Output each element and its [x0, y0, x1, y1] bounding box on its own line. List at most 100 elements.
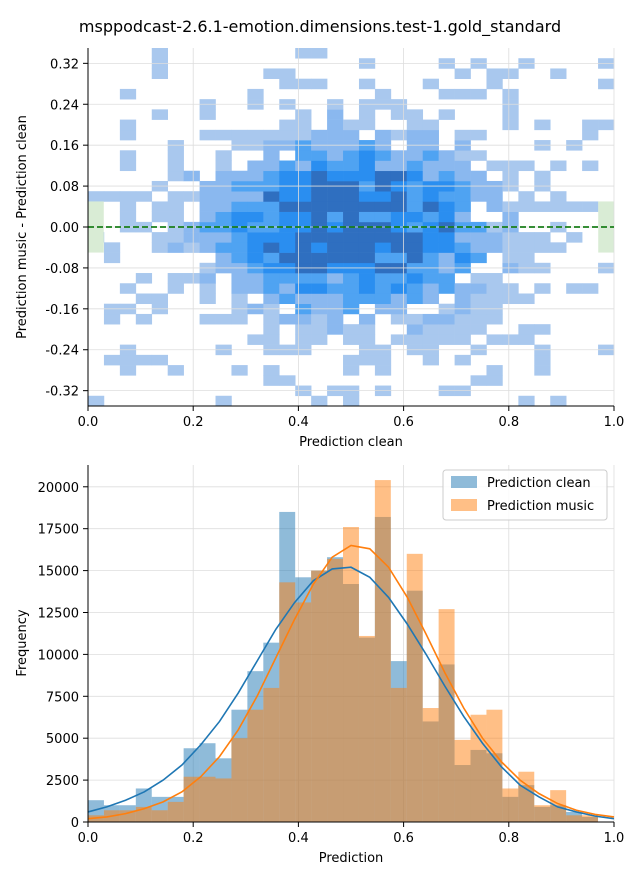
heatmap-cell	[311, 313, 328, 325]
heatmap-cell	[518, 191, 535, 202]
heatmap-cell	[343, 354, 360, 366]
bar-music	[231, 738, 248, 822]
bar-music	[502, 788, 519, 822]
heatmap-cell	[502, 170, 519, 182]
heatmap-cell	[470, 375, 487, 386]
heatmap-cell	[295, 78, 312, 90]
heatmap-cell	[103, 191, 121, 202]
histogram-chart: 0.0 0.2 0.4 0.6 0.8 1.0 0 2500 5000 7500 10000 125…	[15, 465, 624, 866]
heatmap-cell	[151, 211, 168, 223]
heatmap-cell	[263, 170, 280, 182]
heatmap-cell	[502, 201, 519, 212]
legend-swatch-clean	[451, 476, 477, 488]
heatmap-cell	[438, 273, 455, 284]
heatmap-cell	[406, 324, 424, 335]
bar-music	[374, 480, 391, 822]
heatmap-cell	[486, 68, 503, 79]
heatmap-cell	[358, 334, 376, 345]
heatmap-cell	[358, 160, 376, 172]
heatmap-cell	[279, 170, 296, 182]
heatmap-cell	[295, 252, 312, 264]
heatmap-cell	[247, 201, 264, 212]
bar-music	[358, 635, 375, 822]
heatmap-cell	[247, 160, 264, 172]
heatmap-cell	[295, 283, 312, 294]
heatmap-cell	[263, 252, 280, 264]
heatmap-cell	[454, 211, 471, 223]
heatmap-cell	[406, 119, 424, 131]
heatmap-cell	[279, 160, 296, 172]
heatmap-cell	[374, 201, 392, 212]
x-tick-label: 0.8	[498, 415, 519, 430]
heatmap-cell	[550, 160, 567, 172]
heatmap-cell	[119, 150, 137, 161]
heatmap-cell	[311, 324, 328, 335]
heatmap-cell	[151, 242, 168, 253]
heatmap-cell	[311, 395, 328, 407]
heatmap-cell	[502, 252, 519, 264]
x-tick-label: 0.2	[183, 415, 204, 430]
heatmap-cell	[406, 201, 424, 212]
heatmap-cell	[438, 160, 455, 172]
figure-title: msppodcast-2.6.1-emotion.dimensions.test…	[79, 17, 561, 37]
heatmap-cell	[183, 242, 200, 253]
heatmap-cell	[518, 242, 535, 253]
bar-music	[486, 709, 503, 822]
heatmap-cell	[406, 191, 424, 202]
heatmap-cell	[279, 283, 296, 294]
heatmap-cell	[358, 211, 376, 223]
bar-music	[518, 771, 535, 822]
heatmap-cell	[406, 232, 424, 243]
heatmap-cell	[406, 211, 424, 223]
heatmap-cell	[183, 170, 200, 182]
heatmap-cell	[327, 313, 344, 325]
heatmap-cell	[550, 201, 567, 212]
heatmap-cell	[215, 232, 232, 243]
heatmap-cell	[406, 334, 424, 345]
bar-music	[279, 582, 296, 822]
heatmap-cell	[454, 242, 471, 253]
heatmap-cell	[438, 232, 455, 243]
y-tick-label: 7500	[46, 690, 79, 705]
heatmap-cell	[358, 170, 376, 182]
heatmap-cell	[279, 68, 296, 79]
heatmap-cell	[438, 201, 455, 212]
heatmap-cell	[135, 273, 153, 284]
heatmap-cell	[263, 273, 280, 284]
heatmap-cell	[406, 160, 424, 172]
heatmap-cell	[263, 334, 280, 345]
heatmap-cell	[486, 273, 503, 284]
heatmap-cell	[295, 273, 312, 284]
heatmap-cell	[279, 191, 296, 202]
heatmap-cell	[486, 232, 503, 243]
heatmap-cell	[311, 78, 328, 90]
heatmap-cell	[311, 150, 328, 161]
heatmap-cell	[295, 211, 312, 223]
heatmap-cell	[295, 109, 312, 120]
y-tick-label: -0.24	[45, 344, 79, 359]
heatmap-cell	[231, 365, 248, 376]
heatmap-cell	[518, 160, 535, 172]
heatmap-cell	[88, 395, 105, 407]
heatmap-cell	[582, 129, 599, 141]
bar-music	[582, 815, 599, 822]
heatmap-cell	[263, 232, 280, 243]
heatmap-cell	[103, 252, 121, 264]
heatmap-cell	[327, 283, 344, 294]
heatmap-cell	[374, 88, 392, 100]
bar-music	[215, 778, 232, 822]
bar-music	[199, 776, 216, 822]
heatmap-cell	[279, 129, 296, 141]
heatmap-cell	[167, 283, 184, 294]
heatmap-cell	[119, 160, 137, 172]
heatmap-cell	[390, 273, 408, 284]
heatmap-cell	[358, 109, 376, 120]
heatmap-cell	[167, 170, 184, 182]
heatmap-cell	[183, 232, 200, 243]
heatmap-cell	[263, 324, 280, 335]
heatmap-cell	[295, 129, 312, 141]
legend-box	[442, 469, 608, 521]
heatmap-cell	[311, 160, 328, 172]
heatmap-cell	[231, 293, 248, 305]
